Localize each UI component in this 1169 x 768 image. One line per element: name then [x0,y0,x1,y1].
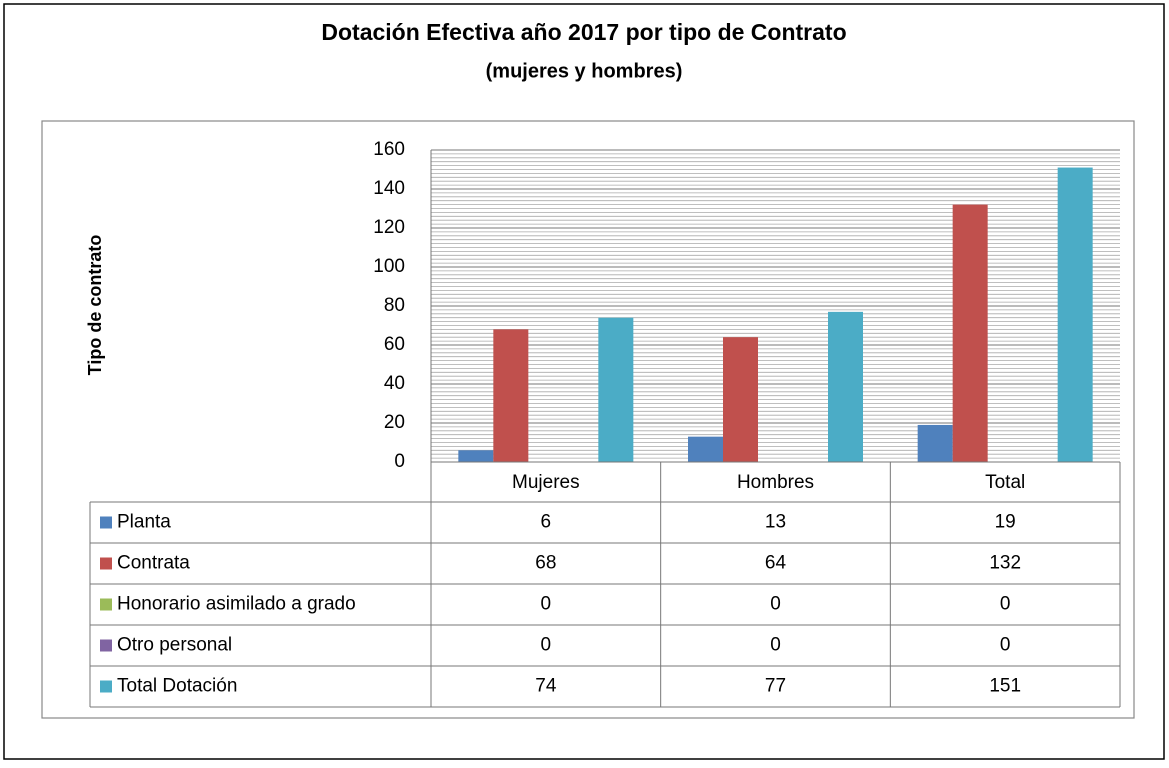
y-tick-label: 60 [384,334,405,355]
legend-swatch [100,680,112,693]
bar [917,424,953,462]
y-tick-label: 80 [384,295,405,316]
table-value: 6 [541,512,552,533]
table-value: 64 [765,553,787,574]
table-value: 13 [765,512,786,533]
y-tick-label: 120 [373,217,405,238]
y-tick-label: 100 [373,256,405,277]
y-tick-label: 140 [373,178,405,199]
table-value: 0 [770,635,781,656]
chart-frame [41,120,1135,719]
table-value: 77 [765,676,786,697]
bar [493,329,529,462]
table-value: 0 [541,635,552,656]
y-tick-label: 0 [394,451,405,472]
y-tick-label: 40 [384,373,405,394]
table-value: 0 [770,594,781,615]
bar [688,436,723,462]
y-axis-label: Tipo de contrato [85,235,105,376]
table-value: 132 [989,553,1021,574]
y-tick-label: 20 [384,412,405,433]
x-tick-label: Mujeres [512,472,580,493]
table-value: 0 [1000,594,1011,615]
legend-label: Honorario asimilado a grado [117,594,356,615]
legend-swatch [100,557,112,570]
table-value: 151 [989,676,1021,697]
legend-swatch [100,598,112,611]
legend-swatch [100,639,112,652]
x-tick-label: Hombres [737,472,814,493]
bar [828,311,863,462]
bar [598,317,634,462]
y-tick-label: 160 [373,139,405,160]
table-value: 0 [541,594,552,615]
chart-title: Dotación Efectiva año 2017 por tipo de C… [321,19,846,45]
bar [723,337,758,462]
bar [1057,167,1093,463]
x-tick-label: Total [985,472,1025,493]
legend-label: Otro personal [117,635,232,656]
table-value: 74 [535,676,557,697]
legend-label: Contrata [117,553,190,574]
bar [458,450,494,462]
legend-label: Planta [117,512,171,533]
table-value: 19 [995,512,1016,533]
table-value: 68 [535,553,556,574]
legend-swatch [100,516,112,529]
table-value: 0 [1000,635,1011,656]
bar [952,204,988,462]
legend-label: Total Dotación [117,676,237,697]
chart-subtitle: (mujeres y hombres) [486,60,683,82]
